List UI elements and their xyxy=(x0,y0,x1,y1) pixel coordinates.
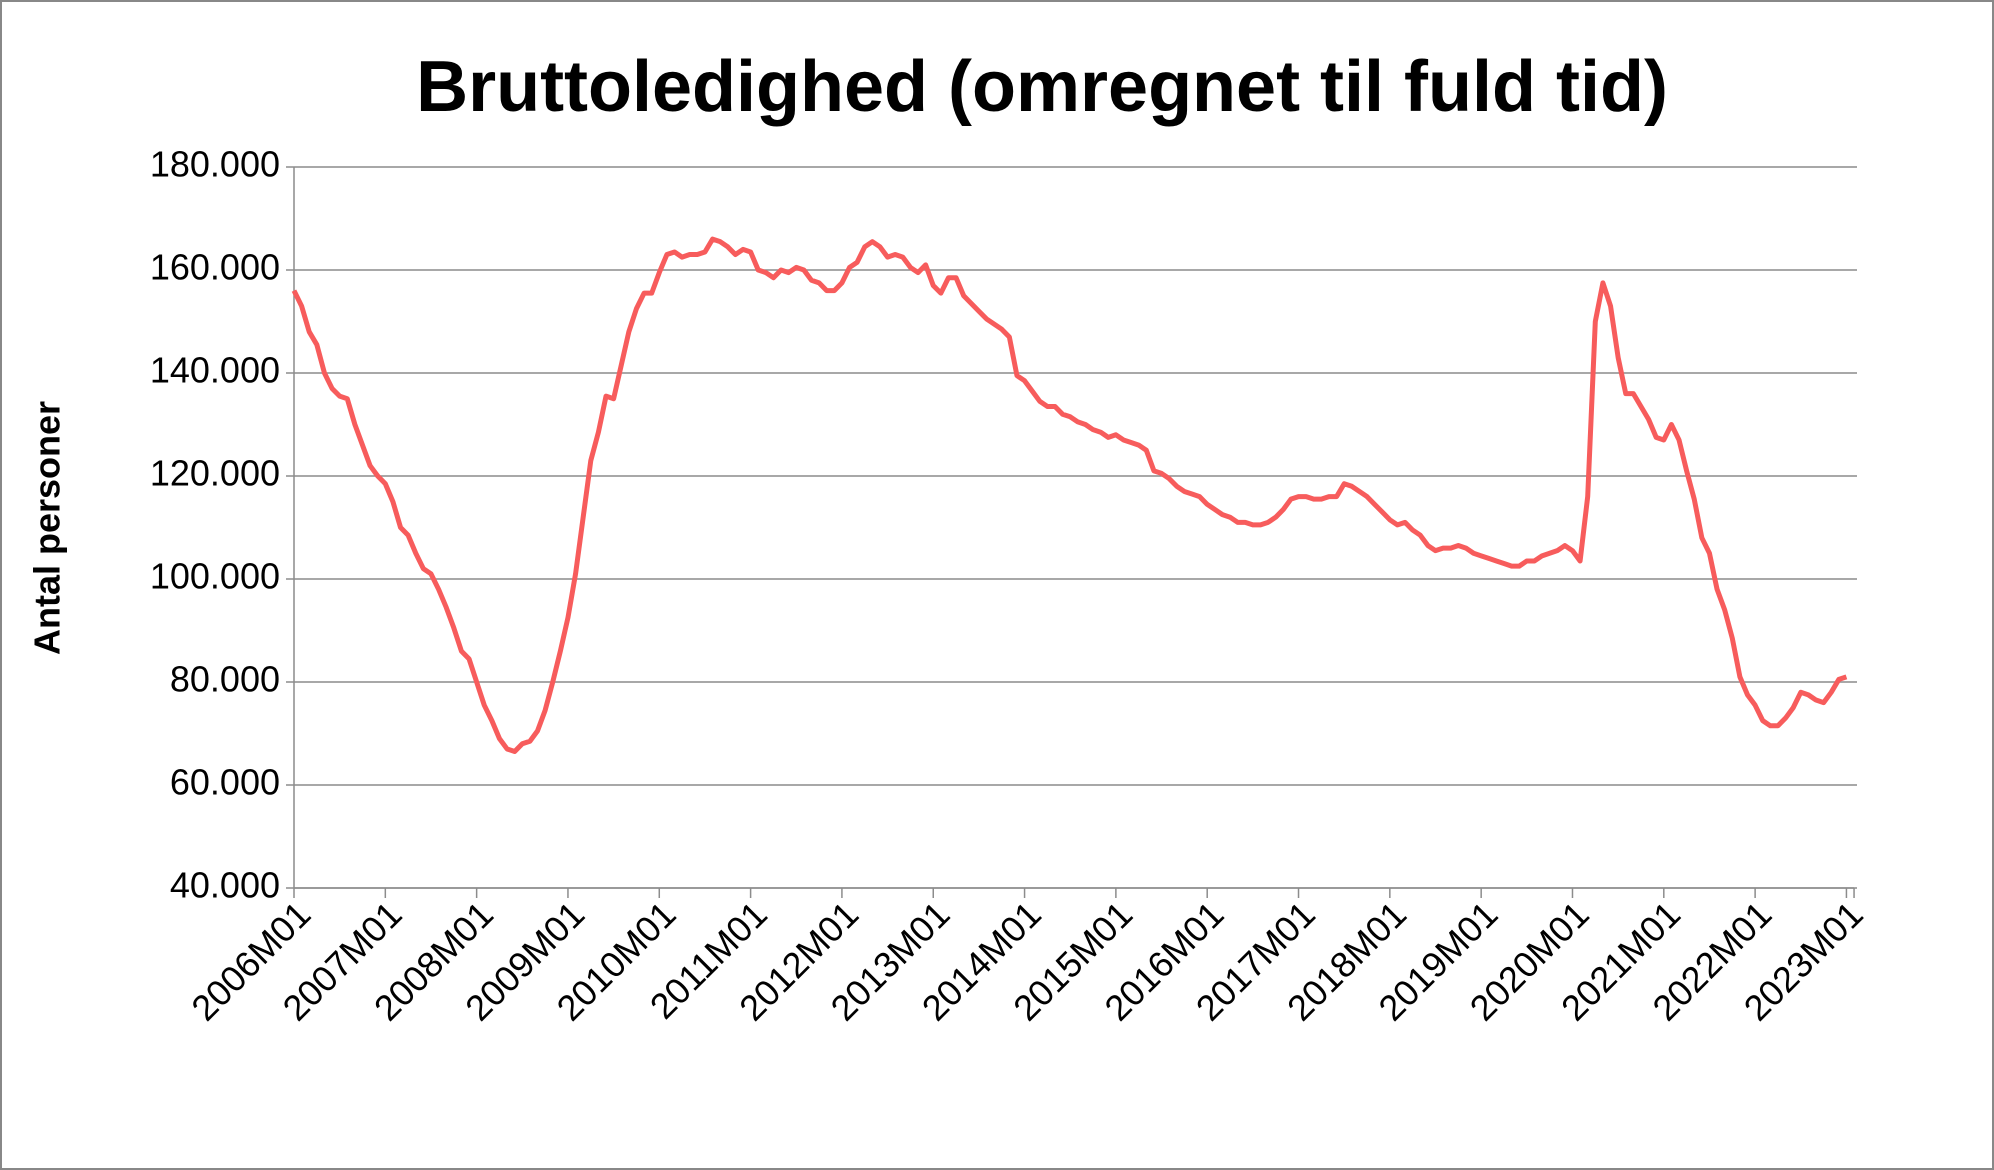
y-tick-label: 100.000 xyxy=(150,556,280,597)
y-tick-label: 180.000 xyxy=(150,144,280,185)
y-tick-label: 40.000 xyxy=(170,865,280,906)
y-tick-label: 80.000 xyxy=(170,659,280,700)
y-tick-label: 60.000 xyxy=(170,762,280,803)
data-line xyxy=(291,236,1848,755)
chart-title: Bruttoledighed (omregnet til fuld tid) xyxy=(416,47,1668,127)
y-tick-label: 120.000 xyxy=(150,453,280,494)
y-tick-label: 160.000 xyxy=(150,247,280,288)
y-tick-label: 140.000 xyxy=(150,350,280,391)
y-axis-label: Antal personer xyxy=(27,401,68,655)
